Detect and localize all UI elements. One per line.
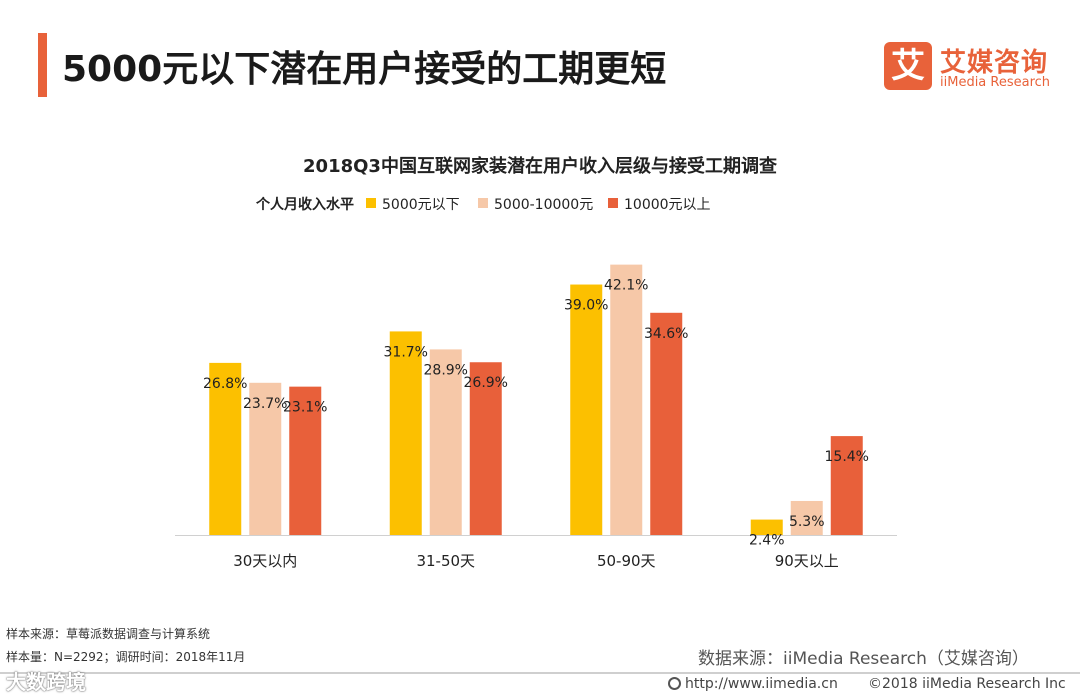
- legend-title: 个人月收入水平: [256, 197, 354, 213]
- x-tick-label: 30天以内: [233, 552, 297, 570]
- legend-swatch-icon: [478, 198, 488, 208]
- legend-swatch-icon: [366, 198, 376, 208]
- data-label: 23.7%: [243, 396, 287, 412]
- legend-swatch-icon: [608, 198, 618, 208]
- data-label: 26.9%: [464, 375, 508, 391]
- bar-4-2: [790, 500, 823, 535]
- data-source: 数据来源：iiMedia Research（艾媒咨询）: [698, 649, 1029, 669]
- watermark: 大数跨境: [6, 670, 86, 694]
- x-tick-label: 50-90天: [597, 552, 656, 570]
- chart-title: 2018Q3中国互联网家装潜在用户收入层级与接受工期调查: [303, 156, 777, 177]
- legend-item-high-income: 10000元以上: [608, 194, 711, 214]
- bar-3-3: [650, 312, 683, 535]
- page-title: 5000元以下潜在用户接受的工期更短: [62, 49, 667, 90]
- data-label: 15.4%: [825, 449, 869, 465]
- bar-4-3: [830, 436, 863, 535]
- footer-url[interactable]: http://www.iimedia.cn: [668, 676, 838, 692]
- title-accent-bar: [38, 33, 47, 97]
- bar-3-1: [570, 284, 603, 535]
- bar-3-2: [610, 264, 643, 535]
- footnote-sample-source: 样本来源：草莓派数据调查与计算系统: [6, 627, 211, 641]
- data-label: 42.1%: [604, 278, 648, 294]
- data-label: 28.9%: [424, 362, 468, 378]
- bar-4-1: [750, 519, 783, 535]
- data-label: 34.6%: [644, 326, 688, 342]
- legend-label: 10000元以上: [624, 197, 711, 213]
- bar-1-2: [249, 382, 282, 535]
- footer-divider: [0, 672, 1080, 674]
- iimedia-logo: 艾 艾媒咨询 iiMedia Research: [884, 42, 1054, 94]
- logo-mark-icon: 艾: [884, 42, 932, 90]
- data-label: 31.7%: [384, 344, 428, 360]
- data-label: 2.4%: [749, 533, 785, 549]
- legend-item-low-income: 5000元以下: [366, 194, 460, 214]
- footer-copyright: ©2018 iiMedia Research Inc: [868, 676, 1066, 692]
- bar-2-3: [469, 362, 502, 535]
- x-tick-label: 90天以上: [775, 552, 839, 570]
- legend-item-mid-income: 5000-10000元: [478, 194, 593, 214]
- logo-name-en: iiMedia Research: [940, 75, 1051, 90]
- data-label: 5.3%: [789, 514, 825, 530]
- data-label: 26.8%: [203, 376, 247, 392]
- x-tick-label: 31-50天: [416, 552, 475, 570]
- legend-label: 5000-10000元: [494, 197, 594, 213]
- bar-1-3: [289, 386, 322, 535]
- footer-url-text: http://www.iimedia.cn: [685, 676, 838, 692]
- data-label: 39.0%: [564, 298, 608, 314]
- globe-icon: [668, 676, 681, 690]
- bar-2-2: [429, 349, 462, 535]
- footnote-sample-size: 样本量：N=2292；调研时间：2018年11月: [6, 650, 246, 664]
- logo-name-cn: 艾媒咨询: [940, 48, 1049, 78]
- data-label: 23.1%: [283, 400, 327, 416]
- bar-2-1: [389, 331, 422, 535]
- bar-1-1: [209, 362, 242, 535]
- legend-label: 5000元以下: [382, 197, 460, 213]
